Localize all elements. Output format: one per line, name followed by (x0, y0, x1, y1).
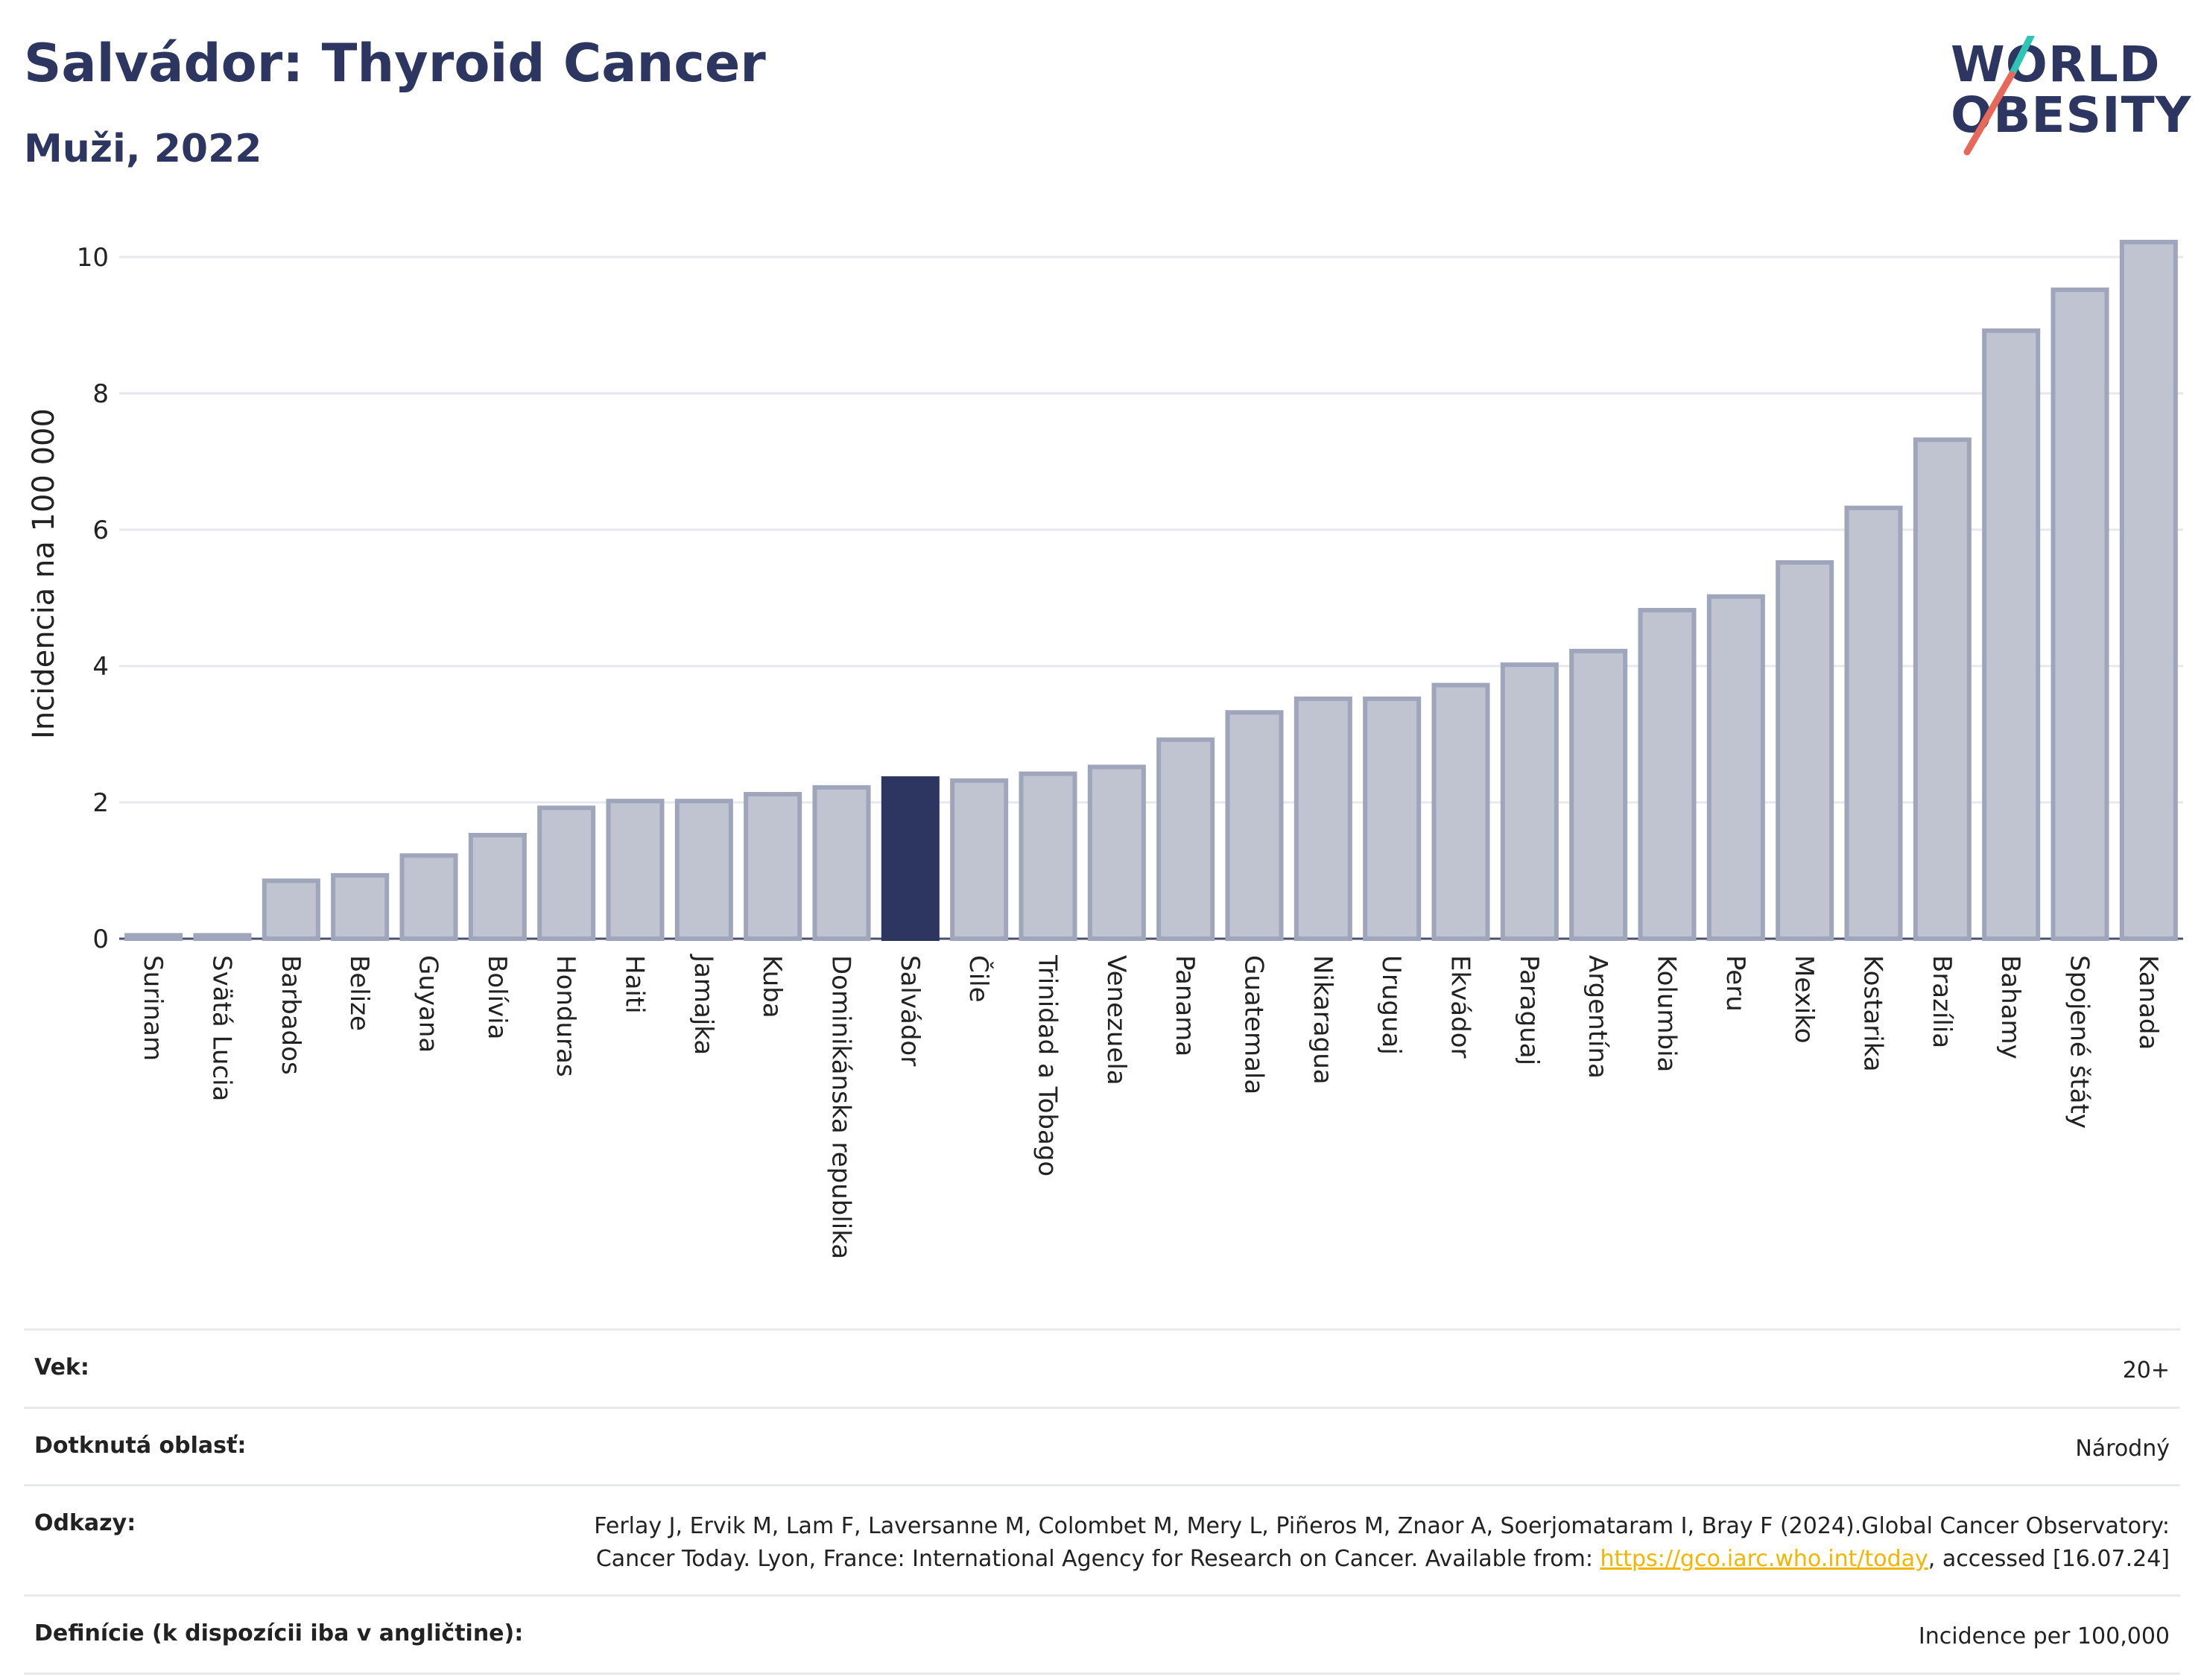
bar-peru[interactable] (1706, 594, 1765, 941)
x-tick-label: Haiti (620, 955, 650, 1014)
bar-panama[interactable] (1156, 737, 1215, 941)
chart-bars (124, 239, 2178, 942)
references-accessed: , accessed [16.07.24] (1928, 1545, 2170, 1572)
x-tick-label: Salvádor (895, 955, 925, 1066)
bar-guyana[interactable] (399, 853, 458, 941)
bar-čile[interactable] (950, 778, 1009, 941)
age-label: Vek: (34, 1354, 89, 1381)
x-tick-label: Ekvádor (1445, 955, 1475, 1059)
bar-salvádor[interactable] (881, 776, 940, 941)
bar-chart: 0 2 4 6 8 10 Surinam Svätá Lucia Barbados Belize… (27, 239, 2183, 1259)
logo-line-1: WORLD (1951, 36, 2161, 93)
bar-surinam[interactable] (124, 933, 183, 941)
x-tick-label: Bolívia (482, 955, 512, 1039)
bar-venezuela[interactable] (1087, 764, 1146, 941)
y-tick-label: 2 (92, 788, 109, 818)
x-tick-label: Peru (1720, 955, 1750, 1012)
references-label: Odkazy: (34, 1510, 136, 1536)
x-tick-label: Kolumbia (1652, 955, 1682, 1072)
x-tick-label: Svätá Lucia (207, 955, 237, 1101)
bar-paraguaj[interactable] (1500, 662, 1559, 941)
info-table: Vek: 20+ Dotknutá oblasť: Národný Odkazy… (24, 1328, 2180, 1675)
info-row-area: Dotknutá oblasť: Národný (24, 1406, 2180, 1485)
x-tick-label: Venezuela (1101, 955, 1131, 1085)
bar-honduras[interactable] (537, 805, 596, 941)
x-tick-label: Guyana (414, 955, 443, 1053)
x-tick-label: Kostarika (1858, 955, 1888, 1072)
x-tick-label: Belize (344, 955, 374, 1031)
x-tick-label: Čile (963, 955, 994, 1003)
bar-kolumbia[interactable] (1638, 607, 1697, 941)
age-value: 20+ (2122, 1357, 2170, 1383)
bar-trinidad-a-tobago[interactable] (1019, 771, 1077, 941)
x-tick-label: Panama (1170, 955, 1200, 1056)
bar-nikaragua[interactable] (1293, 696, 1352, 941)
info-row-definitions: Definície (k dispozícii iba v angličtine… (24, 1594, 2180, 1675)
page-title: Salvádor: Thyroid Cancer (24, 33, 766, 94)
x-tick-label: Mexiko (1789, 955, 1819, 1044)
bar-spojené-štáty[interactable] (2051, 287, 2109, 942)
definitions-value: Incidence per 100,000 (1918, 1623, 2170, 1649)
bar-haiti[interactable] (606, 799, 665, 941)
x-tick-label: Paraguaj (1514, 955, 1544, 1065)
info-row-age: Vek: 20+ (24, 1328, 2180, 1407)
x-tick-label: Bahamy (1995, 955, 2025, 1059)
y-tick-label: 4 (92, 652, 109, 682)
bar-dominikánska-republika[interactable] (812, 784, 871, 941)
bar-mexiko[interactable] (1776, 560, 1834, 941)
references-link[interactable]: https://gco.iarc.who.int/today (1600, 1545, 1928, 1572)
y-axis-label: Incidencia na 100 000 (27, 408, 61, 739)
y-tick-label: 8 (92, 379, 109, 409)
bar-guatemala[interactable] (1225, 710, 1284, 941)
x-tick-label: Barbados (276, 955, 305, 1075)
y-tick-label: 6 (92, 516, 109, 545)
bar-kostarika[interactable] (1844, 505, 1903, 942)
page-subtitle: Muži, 2022 (24, 127, 262, 171)
x-tick-label: Spojené štáty (2065, 955, 2094, 1129)
x-tick-label: Dominikánska republika (826, 955, 856, 1259)
x-tick-label: Guatemala (1239, 955, 1269, 1094)
chart-gridlines (119, 256, 2183, 940)
references-value: Ferlay J, Ervik M, Lam F, Laversanne M, … (531, 1510, 2170, 1575)
definitions-label: Definície (k dispozícii iba v angličtine… (34, 1620, 524, 1646)
bar-brazília[interactable] (1913, 437, 1972, 942)
bar-svätá-lucia[interactable] (193, 933, 252, 941)
x-tick-label: Honduras (551, 955, 580, 1077)
bar-bahamy[interactable] (1982, 328, 2041, 941)
bar-belize[interactable] (331, 872, 390, 942)
x-tick-label: Kuba (757, 955, 787, 1018)
x-tick-label: Argentína (1583, 955, 1612, 1079)
x-tick-label: Kanada (2133, 955, 2163, 1050)
bar-jamajka[interactable] (674, 799, 733, 941)
bar-ekvádor[interactable] (1431, 682, 1490, 941)
area-value: Národný (2075, 1435, 2170, 1462)
bar-kuba[interactable] (744, 792, 802, 942)
y-tick-label: 10 (77, 243, 109, 273)
bar-kanada[interactable] (2119, 239, 2178, 942)
x-tick-label: Nikaragua (1308, 955, 1337, 1085)
x-tick-label: Jamajka (688, 954, 718, 1055)
logo-slash-icon (1963, 36, 2035, 156)
y-axis-ticks: 0 2 4 6 8 10 (77, 243, 109, 954)
bar-bolívia[interactable] (468, 832, 527, 941)
area-label: Dotknutá oblasť: (34, 1432, 247, 1459)
x-tick-label: Uruguaj (1376, 955, 1406, 1055)
x-axis-ticks: Surinam Svätá Lucia Barbados Belize Guyana Bo… (138, 954, 2163, 1259)
bar-argentína[interactable] (1569, 648, 1628, 941)
x-tick-label: Trinidad a Tobago (1033, 954, 1063, 1176)
x-tick-label: Brazília (1927, 955, 1957, 1048)
bar-uruguaj[interactable] (1363, 696, 1422, 941)
world-obesity-logo: WORLD OBESITY (1937, 36, 2191, 162)
y-tick-label: 0 (92, 925, 109, 954)
x-tick-label: Surinam (138, 955, 168, 1061)
bar-barbados[interactable] (262, 878, 320, 941)
references-text: Ferlay J, Ervik M, Lam F, Laversanne M, … (594, 1513, 2170, 1572)
info-row-references: Odkazy: Ferlay J, Ervik M, Lam F, Lavers… (24, 1484, 2180, 1594)
